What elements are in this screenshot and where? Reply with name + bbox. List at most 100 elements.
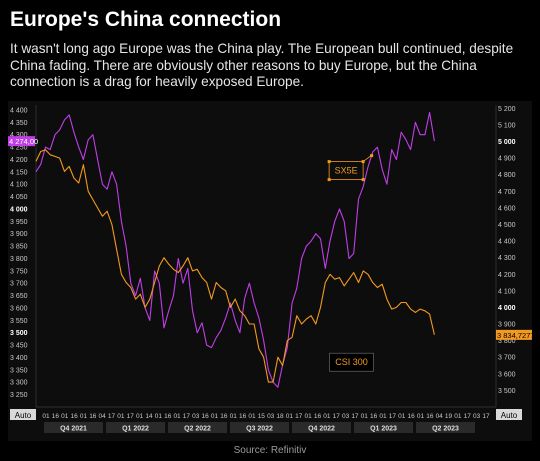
quarter-label: Q2 2022 — [184, 426, 211, 433]
quarter-band — [354, 422, 413, 433]
right-tick-label: 4 000 — [498, 305, 516, 312]
quarter-label: Q2 2023 — [432, 426, 459, 433]
x-tick-label: 01 — [80, 413, 88, 420]
left-tick-label: 3 800 — [10, 256, 28, 263]
x-tick-label: 01 — [248, 413, 256, 420]
left-axis: 4 400 4 350 4 300 4 250 4 200 4 150 4 100 4 050… — [8, 105, 38, 407]
x-tick-label: 03 — [267, 413, 275, 420]
right-tick-label: 4 700 — [498, 189, 516, 196]
x-tick-label: 14 — [145, 413, 153, 420]
right-axis: 5 200 5 100 5 000 4 900 4 800 4 700 4 600 4 500… — [495, 105, 535, 407]
x-tick-label: 16 — [89, 413, 97, 420]
left-tick-label: 3 850 — [10, 244, 28, 251]
plot-lines — [35, 111, 435, 388]
right-auto-button[interactable]: Auto — [496, 409, 522, 420]
x-tick-label: 17 — [389, 413, 397, 420]
left-tick-label: 3 250 — [10, 392, 28, 399]
right-tick-label: 4 600 — [498, 205, 516, 212]
sx5e-annotation-pointer — [362, 155, 372, 162]
sx5e-series-line — [35, 111, 435, 388]
x-tick-label: 03 — [473, 413, 481, 420]
right-auto-button-bg[interactable] — [496, 409, 522, 420]
x-tick-label: 01 — [230, 413, 238, 420]
left-tick-label: 3 450 — [10, 343, 28, 350]
left-tick-label: 4 000 — [10, 206, 28, 213]
x-tick-label: 16 — [407, 413, 415, 420]
x-tick-label: 01 — [305, 413, 313, 420]
quarter-band — [168, 422, 227, 433]
left-tick-label: 3 650 — [10, 293, 28, 300]
sx5e-last-value-marker — [8, 136, 35, 147]
quarter-band — [106, 422, 165, 433]
x-tick-label: 16 — [164, 413, 172, 420]
x-tick-label: 03 — [192, 413, 200, 420]
chart-background — [8, 101, 532, 441]
x-tick-label: 16 — [70, 413, 78, 420]
source-note: Source: Refinitiv — [233, 445, 307, 456]
left-tick-label: 3 750 — [10, 268, 28, 275]
sx5e-annotation-label: SX5E — [335, 166, 358, 176]
right-tick-label: 3 800 — [498, 338, 516, 345]
left-tick-label: 3 700 — [10, 281, 28, 288]
left-tick-label: 4 050 — [10, 194, 28, 201]
x-tick-label: 17 — [464, 413, 472, 420]
left-auto-button-bg[interactable] — [10, 409, 36, 420]
left-tick-label: 3 950 — [10, 219, 28, 226]
left-tick-label: 3 350 — [10, 367, 28, 374]
x-tick-label: 01 — [398, 413, 406, 420]
left-tick-label: 3 500 — [10, 330, 28, 337]
x-tick-label: 16 — [52, 413, 60, 420]
right-tick-label: 4 800 — [498, 172, 516, 179]
quarter-label: Q4 2022 — [308, 426, 335, 433]
left-tick-label: 3 400 — [10, 355, 28, 362]
left-tick-label: 4 350 — [10, 120, 28, 127]
page-title: Europe's China connection — [10, 8, 282, 31]
right-tick-label: 5 000 — [498, 139, 516, 146]
right-tick-label: 3 500 — [498, 388, 516, 395]
x-tick-label: 17 — [127, 413, 135, 420]
quarter-band — [230, 422, 289, 433]
x-tick-label: 01 — [323, 413, 331, 420]
quarter-band — [292, 422, 351, 433]
right-tick-label: 5 200 — [498, 106, 516, 113]
x-tick-label: 01 — [361, 413, 369, 420]
x-tick-label: 01 — [454, 413, 462, 420]
right-tick-label: 3 600 — [498, 371, 516, 378]
left-auto-button[interactable]: Auto — [10, 409, 36, 420]
x-tick-label: 01 — [211, 413, 219, 420]
x-tick-label: 01 — [42, 413, 50, 420]
x-tick-label: 16 — [202, 413, 210, 420]
x-tick-label: 03 — [342, 413, 350, 420]
x-tick-label: 17 — [183, 413, 191, 420]
x-tick-label: 17 — [482, 413, 490, 420]
right-tick-label: 4 500 — [498, 222, 516, 229]
x-tick-label: 01 — [173, 413, 181, 420]
quarter-label: Q1 2022 — [122, 426, 149, 433]
right-tick-label: 3 900 — [498, 322, 516, 329]
x-tick-label: 16 — [370, 413, 378, 420]
right-auto-label[interactable]: Auto — [501, 411, 518, 420]
right-tick-label: 4 300 — [498, 255, 516, 262]
annotation-handle — [370, 154, 374, 158]
left-tick-label: 3 550 — [10, 318, 28, 325]
left-tick-label: 4 100 — [10, 182, 28, 189]
csi300-last-value-marker — [496, 329, 532, 340]
right-tick-label: 4 900 — [498, 156, 516, 163]
left-tick-label: 4 150 — [10, 169, 28, 176]
left-auto-label[interactable]: Auto — [15, 411, 32, 420]
quarter-band — [416, 422, 475, 433]
left-tick-label: 4 250 — [10, 145, 28, 152]
csi300-annotation-label: CSI 300 — [335, 357, 368, 367]
x-tick-label: 01 — [136, 413, 144, 420]
quarter-label: Q1 2023 — [370, 426, 397, 433]
left-tick-label: 3 300 — [10, 380, 28, 387]
x-tick-label: 04 — [436, 413, 444, 420]
csi300-annotation-box — [329, 352, 374, 372]
x-tick-label: 17 — [333, 413, 341, 420]
x-tick-label: 15 — [258, 413, 266, 420]
right-tick-label: 4 200 — [498, 272, 516, 279]
chart-annotations: SX5E CSI 300 — [327, 154, 374, 372]
chart-panel: 4 400 4 350 4 300 4 250 4 200 4 150 4 100 4 050… — [8, 101, 535, 446]
x-tick-label: 01 — [286, 413, 294, 420]
x-tick-label: 19 — [445, 413, 453, 420]
